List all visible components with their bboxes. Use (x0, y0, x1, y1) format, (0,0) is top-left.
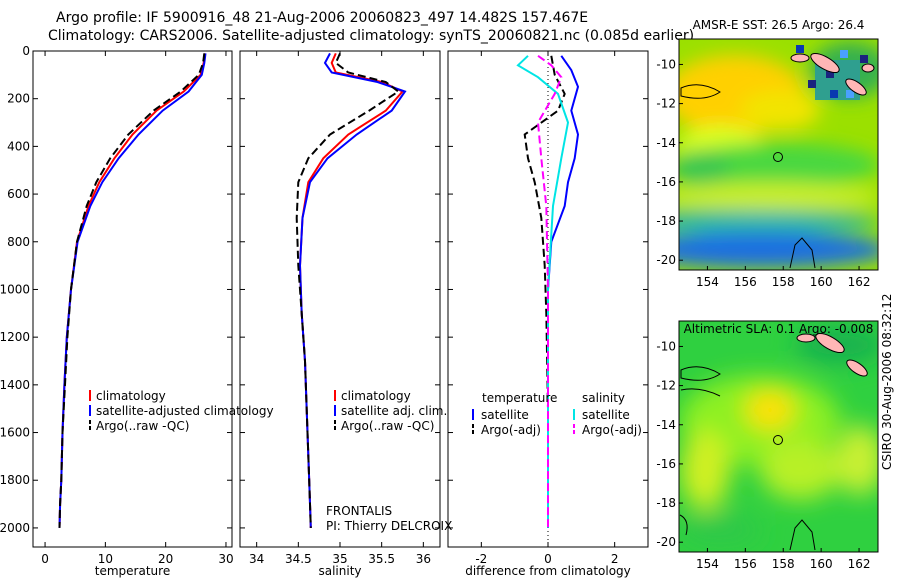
sst_map-axes: AMSR-E SST: 26.5 Argo: 26.4 154 156 158 160 1… (656, 18, 879, 289)
legend-entry: satellite (582, 408, 630, 422)
series-line-satellite-adj-clim- (298, 52, 407, 528)
sla_map-frame (678, 320, 879, 553)
series-line-argo-raw-qc- (58, 53, 206, 528)
x-tick-label: 154 (696, 557, 719, 571)
salinity-panel: 34 34.5 35 35.5 36 salinity climatologysatelli… (239, 50, 452, 578)
temperature-panel: 0 10 20 30 temperature 0 200 400 600 800 1000 1200 1… (0, 44, 274, 578)
argo-position-marker (773, 435, 783, 445)
legend-entry: Argo(..raw -QC) (341, 419, 434, 433)
series-line-temperature-argo-adj- (523, 55, 566, 528)
y-tick-label: 200 (7, 92, 30, 106)
x-tick-label: 160 (810, 557, 833, 571)
series-line-argo-raw-qc- (295, 52, 401, 528)
y-tick-label: 1400 (0, 378, 30, 392)
x-tick-label: -2 (475, 552, 487, 566)
temperature-axes-frame (32, 50, 233, 548)
series-line-satellite-adjusted-climatology (58, 53, 207, 528)
y-tick-label: 1600 (0, 426, 30, 440)
x-axis-label: difference from climatology (465, 564, 631, 578)
y-tick-label: -14 (656, 136, 676, 150)
y-tick-label: 400 (7, 139, 30, 153)
sla_map-title: Altimetric SLA: 0.1 Argo: -0.008 (684, 322, 874, 336)
profile-plots: 0 10 20 30temperature0200400600800100012001… (0, 44, 649, 578)
y-tick-label: 600 (7, 187, 30, 201)
x-tick-label: 2 (611, 552, 619, 566)
x-tick-label: 154 (696, 275, 719, 289)
x-tick-label: 156 (734, 557, 757, 571)
map-axes: AMSR-E SST: 26.5 Argo: 26.4 154 156 158 160 1… (656, 18, 879, 571)
y-tick-label: 1000 (0, 282, 30, 296)
sst_map-frame (678, 38, 879, 271)
salinity-axes-frame (239, 50, 441, 548)
legend-entry: climatology (96, 389, 166, 403)
series-line-climatology (298, 53, 405, 528)
series-line-climatology (58, 53, 206, 528)
y-tick-label: -14 (656, 418, 676, 432)
timestamp-label: CSIRO 30-Aug-2006 08:32:12 (880, 294, 894, 470)
x-tick-label: 35.5 (368, 552, 395, 566)
legend-heading: temperature (482, 391, 557, 405)
y-tick-label: 1200 (0, 330, 30, 344)
sst-map (679, 39, 878, 270)
argo-position-marker (773, 152, 783, 162)
title-line-1: Argo profile: IF 5900916_48 21-Aug-2006 … (56, 10, 589, 26)
x-tick-label: 158 (772, 275, 795, 289)
x-tick-label: 20 (158, 552, 173, 566)
x-tick-label: 0 (544, 552, 552, 566)
legend-heading: salinity (582, 391, 625, 405)
x-axis-label: salinity (318, 564, 361, 578)
sst_map-title: AMSR-E SST: 26.5 Argo: 26.4 (693, 18, 865, 32)
legend-entry: Argo(-adj) (582, 423, 642, 437)
y-tick-label: 2000 (0, 521, 30, 535)
legend-entry: Argo(..raw -QC) (96, 419, 189, 433)
x-tick-label: 156 (734, 275, 757, 289)
series-line-salinity-argo-adj- (536, 54, 563, 528)
x-tick-label: 36 (416, 552, 431, 566)
y-tick-label: -10 (656, 339, 676, 353)
y-tick-label: -20 (656, 253, 676, 267)
x-tick-label: 34 (249, 552, 264, 566)
y-tick-label: 800 (7, 235, 30, 249)
x-tick-label: 34.5 (285, 552, 312, 566)
series-line-salinity-satellite (516, 55, 570, 528)
x-tick-label: 10 (98, 552, 113, 566)
x-tick-label: 162 (848, 275, 871, 289)
y-tick-label: -10 (656, 57, 676, 71)
legend-entry: satellite adj. clim. (341, 404, 447, 418)
legend-entry: Argo(-adj) (481, 423, 541, 437)
series-line-temperature-satellite (547, 55, 580, 528)
x-axis-label: temperature (95, 564, 170, 578)
annotation-program: FRONTALIS (326, 504, 392, 518)
legend-entry: satellite-adjusted climatology (96, 404, 274, 418)
title-line-2: Climatology: CARS2006. Satellite-adjuste… (48, 28, 695, 44)
sla_map-axes: Altimetric SLA: 0.1 Argo: -0.008 154 156 15… (656, 320, 879, 571)
x-tick-label: 35 (332, 552, 347, 566)
x-tick-label: 30 (218, 552, 233, 566)
x-tick-label: 0 (41, 552, 49, 566)
y-tick-label: 1800 (0, 473, 30, 487)
y-tick-label: -12 (656, 379, 676, 393)
x-tick-label: 158 (772, 557, 795, 571)
x-tick-label: 160 (810, 275, 833, 289)
legend-entry: climatology (341, 389, 411, 403)
y-tick-label: -20 (656, 535, 676, 549)
y-tick-label: -18 (656, 496, 676, 510)
y-tick-label: -18 (656, 214, 676, 228)
y-tick-label: -12 (656, 97, 676, 111)
y-tick-label: 0 (22, 44, 30, 58)
x-tick-label: 162 (848, 557, 871, 571)
sla-map (679, 321, 878, 552)
annotation-pi: PI: Thierry DELCROIX (326, 519, 452, 533)
y-tick-label: -16 (656, 175, 676, 189)
y-tick-label: -16 (656, 457, 676, 471)
legend-entry: satellite (481, 408, 529, 422)
